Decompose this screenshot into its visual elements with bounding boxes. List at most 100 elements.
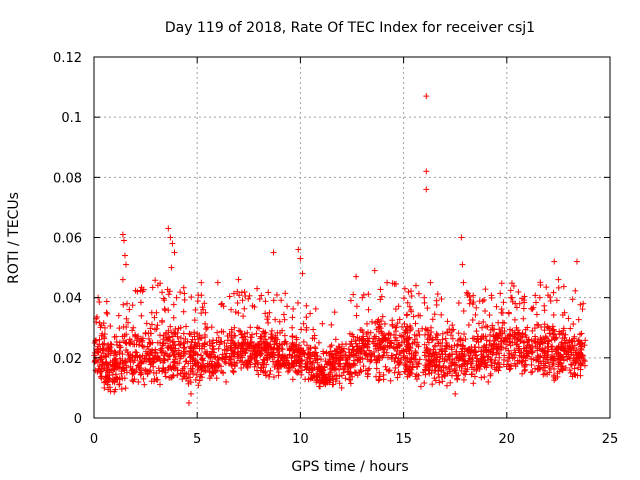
- band-point: [217, 338, 224, 345]
- band-point: [443, 382, 450, 389]
- band-point: [107, 323, 114, 330]
- band-point: [469, 316, 476, 323]
- band-point: [347, 297, 354, 304]
- band-point: [177, 289, 184, 296]
- band-point: [262, 298, 269, 305]
- band-point: [480, 318, 487, 325]
- band-point: [140, 343, 147, 350]
- band-point: [188, 344, 195, 351]
- band-point: [384, 354, 391, 361]
- band-point: [407, 326, 414, 333]
- band-point: [296, 342, 303, 349]
- band-point: [577, 331, 584, 338]
- band-point: [300, 338, 307, 345]
- band-point: [336, 380, 343, 387]
- band-point: [545, 359, 552, 366]
- band-point: [518, 349, 525, 356]
- band-point: [247, 334, 254, 341]
- band-point: [258, 334, 265, 341]
- band-point: [139, 352, 146, 359]
- band-point: [244, 329, 251, 336]
- band-point: [429, 381, 436, 388]
- band-point: [166, 288, 173, 295]
- band-point: [350, 291, 357, 298]
- band-point: [129, 327, 136, 334]
- band-point: [332, 336, 339, 343]
- band-point: [223, 343, 230, 350]
- band-point: [258, 292, 265, 299]
- band-point: [196, 377, 203, 384]
- band-point: [537, 358, 544, 365]
- band-point: [473, 304, 480, 311]
- band-point: [391, 369, 398, 376]
- band-point: [234, 288, 241, 295]
- band-point: [147, 367, 154, 374]
- band-point: [204, 324, 211, 331]
- band-point: [245, 295, 252, 302]
- band-point: [413, 376, 420, 383]
- band-point: [422, 331, 429, 338]
- band-point: [103, 298, 110, 305]
- band-point: [475, 320, 482, 327]
- band-point: [165, 343, 172, 350]
- band-point: [238, 289, 245, 296]
- band-point: [290, 305, 297, 312]
- band-point: [460, 307, 467, 314]
- band-point: [568, 362, 575, 369]
- band-point: [197, 371, 204, 378]
- band-point: [281, 316, 288, 323]
- band-point: [210, 343, 217, 350]
- band-point: [201, 300, 208, 307]
- band-point: [340, 369, 347, 376]
- band-point: [293, 334, 300, 341]
- band-point: [529, 306, 536, 313]
- band-point: [319, 320, 326, 327]
- band-point: [247, 361, 254, 368]
- band-point: [415, 343, 422, 350]
- band-point: [198, 374, 205, 381]
- band-point: [382, 363, 389, 370]
- band-point: [579, 306, 586, 313]
- band-point: [462, 365, 469, 372]
- band-point: [136, 342, 143, 349]
- band-point: [349, 346, 356, 353]
- band-point: [331, 309, 338, 316]
- band-point: [513, 324, 520, 331]
- band-point: [125, 319, 132, 326]
- band-point: [244, 363, 251, 370]
- band-point: [348, 338, 355, 345]
- band-point: [152, 277, 159, 284]
- band-point: [511, 316, 518, 323]
- band-point: [513, 304, 520, 311]
- band-point: [438, 296, 445, 303]
- band-point: [481, 373, 488, 380]
- band-point: [330, 376, 337, 383]
- band-point: [206, 375, 213, 382]
- band-point: [494, 346, 501, 353]
- band-point: [518, 359, 525, 366]
- band-point: [255, 371, 262, 378]
- band-point: [434, 291, 441, 298]
- band-point: [307, 310, 314, 317]
- band-point: [529, 349, 536, 356]
- band-point: [381, 343, 388, 350]
- band-point: [566, 367, 573, 374]
- band-point: [360, 363, 367, 370]
- band-point: [378, 293, 385, 300]
- band-point: [489, 322, 496, 329]
- band-point: [493, 349, 500, 356]
- band-point: [268, 327, 275, 334]
- band-point: [532, 333, 539, 340]
- band-point: [449, 335, 456, 342]
- band-point: [484, 323, 491, 330]
- band-point: [230, 290, 237, 297]
- band-point: [265, 319, 272, 326]
- band-point: [221, 340, 228, 347]
- band-point: [396, 316, 403, 323]
- band-point: [141, 381, 148, 388]
- band-point: [353, 312, 360, 319]
- band-point: [170, 314, 177, 321]
- band-point: [392, 306, 399, 313]
- band-point: [376, 376, 383, 383]
